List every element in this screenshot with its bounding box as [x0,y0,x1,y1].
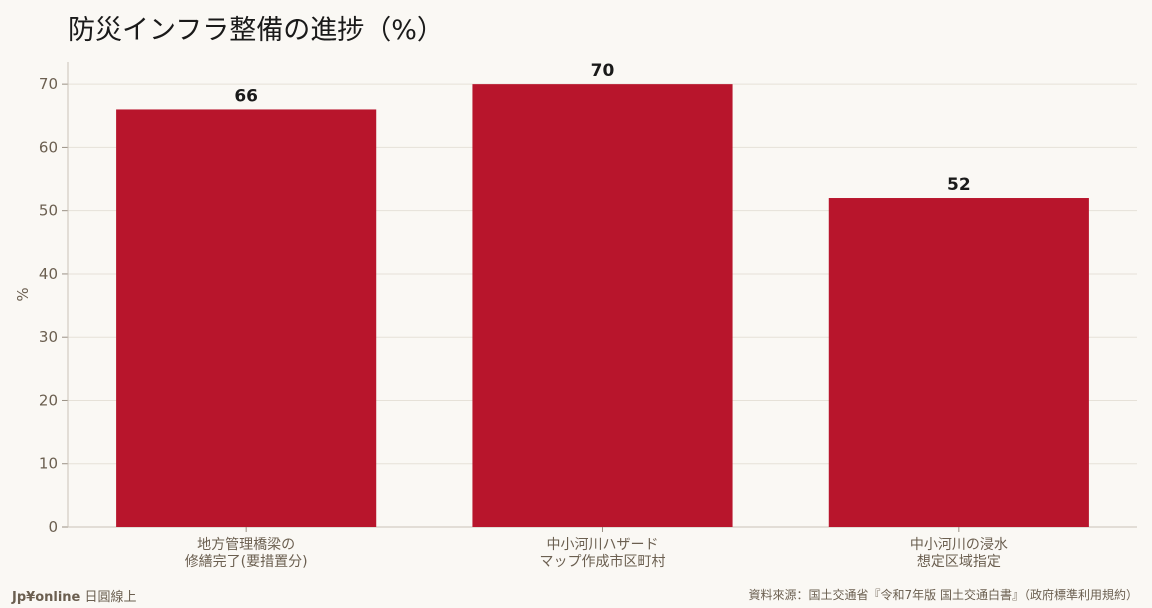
x-tick-label-2-line-1: 中小河川ハザード [547,537,659,553]
x-tick-label-1-line-2: 修繕完了(要措置分) [185,554,308,570]
x-tick-label-3-line-2: 想定区域指定 [917,554,1001,570]
data-label-3: 52 [947,175,971,195]
y-tick-label-40: 40 [39,265,58,283]
x-tick-label-2-line-2: マップ作成市区町村 [540,553,666,570]
bar-2 [472,84,733,528]
footer-brand: Jp¥online 日圓線上 [12,586,137,605]
y-tick-label-50: 50 [39,202,58,220]
y-axis-label: % [14,287,32,301]
y-tick-label-0: 0 [48,518,58,536]
y-tick-label-30: 30 [39,328,58,346]
y-tick-label-10: 10 [39,455,58,473]
y-tick-label-70: 70 [39,75,58,93]
brand-name: Jp¥online [12,590,81,605]
data-label-2: 70 [591,61,615,81]
bar-1 [116,109,377,528]
bar-3 [828,198,1089,528]
y-tick-label-20: 20 [39,391,58,409]
chart-title: 防災インフラ整備の進捗（%） [68,15,444,46]
y-tick-label-60: 60 [39,138,58,156]
x-tick-label-3-line-1: 中小河川の浸水 [910,537,1008,553]
source-note: 資料來源：国土交通省『令和7年版 国土交通白書』（政府標準利用規約） [748,588,1138,602]
x-tick-label-1-line-1: 地方管理橋梁の [197,537,295,553]
brand-suffix: 日圓線上 [84,590,137,605]
data-label-1: 66 [234,86,258,106]
